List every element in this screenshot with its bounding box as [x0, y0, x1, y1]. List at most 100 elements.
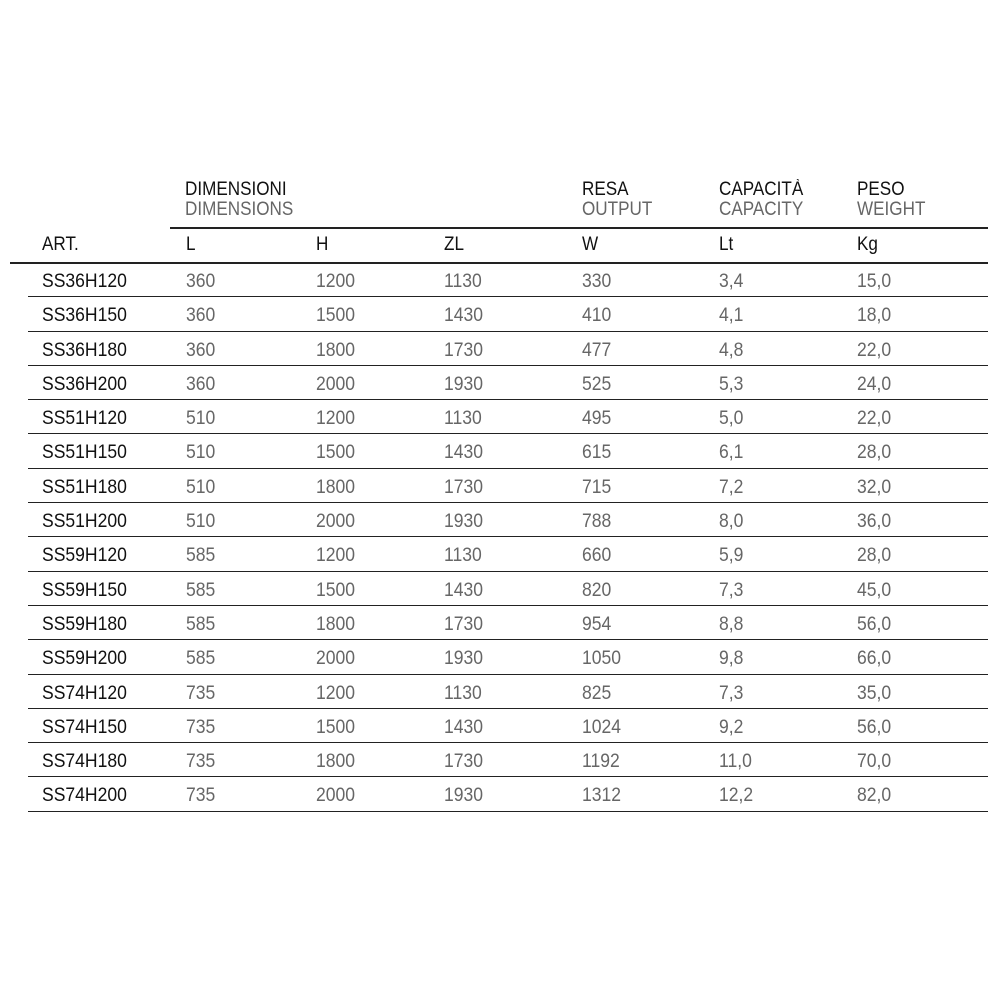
output-cell: 477 [582, 338, 612, 361]
header-subtitle: WEIGHT [857, 199, 926, 220]
article-cell: SS51H120 [42, 407, 127, 430]
header-dimensions: DIMENSIONI DIMENSIONS [185, 180, 293, 220]
weight-cell: 35,0 [857, 681, 892, 704]
zl-cell: 1130 [444, 544, 482, 567]
article-cell: SS74H200 [42, 784, 127, 807]
table-row: SS36H120 360 1200 1130 330 3,4 15,0 [28, 263, 988, 298]
output-cell: 1192 [582, 750, 620, 773]
weight-cell: 36,0 [857, 510, 892, 533]
header-title: DIMENSIONI [185, 179, 287, 200]
height-cell: 1200 [316, 681, 356, 704]
weight-cell: 24,0 [857, 372, 892, 395]
unit-w: W [582, 234, 599, 255]
zl-cell: 1130 [444, 407, 482, 430]
weight-cell: 32,0 [857, 475, 892, 498]
output-cell: 660 [582, 544, 612, 567]
header-capacity: CAPACITÀ CAPACITY [719, 180, 803, 220]
zl-cell: 1730 [444, 750, 484, 773]
unit-zl: ZL [444, 234, 464, 255]
weight-cell: 45,0 [857, 578, 892, 601]
article-cell: SS59H180 [42, 612, 127, 635]
output-cell: 410 [582, 304, 612, 327]
weight-cell: 22,0 [857, 407, 892, 430]
capacity-cell: 5,3 [719, 372, 744, 395]
output-cell: 825 [582, 681, 612, 704]
height-cell: 1800 [316, 475, 356, 498]
table-row: SS74H120 735 1200 1130 825 7,3 35,0 [28, 675, 988, 709]
zl-cell: 1130 [444, 681, 482, 704]
height-cell: 1200 [316, 544, 356, 567]
capacity-cell: 11,0 [719, 750, 752, 773]
article-cell: SS36H180 [42, 338, 127, 361]
output-cell: 820 [582, 578, 612, 601]
output-cell: 1024 [582, 715, 622, 738]
table-row: SS51H200 510 2000 1930 788 8,0 36,0 [28, 503, 988, 538]
weight-cell: 28,0 [857, 441, 892, 464]
table-row: SS36H200 360 2000 1930 525 5,3 24,0 [28, 366, 988, 401]
length-cell: 585 [186, 647, 216, 670]
capacity-cell: 7,2 [719, 475, 744, 498]
height-cell: 1500 [316, 304, 356, 327]
table-row: SS51H150 510 1500 1430 615 6,1 28,0 [28, 434, 988, 469]
weight-cell: 15,0 [857, 270, 892, 292]
output-cell: 495 [582, 407, 612, 430]
article-cell: SS36H200 [42, 372, 127, 395]
article-cell: SS51H200 [42, 510, 127, 533]
table-row: SS59H180 585 1800 1730 954 8,8 56,0 [28, 606, 988, 641]
capacity-cell: 3,4 [719, 270, 744, 292]
unit-h: H [316, 234, 329, 255]
length-cell: 585 [186, 544, 216, 567]
length-cell: 510 [186, 475, 216, 498]
capacity-cell: 7,3 [719, 578, 744, 601]
table-row: SS36H150 360 1500 1430 410 4,1 18,0 [28, 297, 988, 332]
article-cell: SS74H120 [42, 681, 127, 704]
output-cell: 1050 [582, 647, 622, 670]
weight-cell: 28,0 [857, 544, 892, 567]
height-cell: 1500 [316, 441, 356, 464]
output-cell: 615 [582, 441, 612, 464]
length-cell: 510 [186, 441, 216, 464]
length-cell: 360 [186, 304, 216, 327]
height-cell: 1200 [316, 270, 356, 292]
table-row: SS59H200 585 2000 1930 1050 9,8 66,0 [28, 640, 988, 675]
article-cell: SS51H150 [42, 441, 127, 464]
capacity-cell: 5,9 [719, 544, 744, 567]
zl-cell: 1930 [444, 647, 484, 670]
length-cell: 360 [186, 338, 216, 361]
length-cell: 360 [186, 372, 216, 395]
zl-cell: 1430 [444, 304, 484, 327]
length-cell: 585 [186, 578, 216, 601]
header-title: CAPACITÀ [719, 179, 804, 200]
units-divider [10, 262, 988, 264]
height-cell: 2000 [316, 647, 356, 670]
capacity-cell: 12,2 [719, 784, 754, 807]
article-cell: SS51H180 [42, 475, 127, 498]
weight-cell: 66,0 [857, 647, 892, 670]
table-row: SS59H150 585 1500 1430 820 7,3 45,0 [28, 572, 988, 606]
length-cell: 735 [186, 750, 216, 773]
height-cell: 1800 [316, 612, 356, 635]
capacity-cell: 4,1 [719, 304, 744, 327]
zl-cell: 1430 [444, 715, 484, 738]
table-row: SS59H120 585 1200 1130 660 5,9 28,0 [28, 537, 988, 572]
weight-cell: 82,0 [857, 784, 892, 807]
height-cell: 1800 [316, 750, 356, 773]
length-cell: 735 [186, 681, 216, 704]
length-cell: 510 [186, 510, 216, 533]
article-cell: SS74H180 [42, 750, 127, 773]
zl-cell: 1730 [444, 338, 484, 361]
zl-cell: 1930 [444, 372, 484, 395]
header-divider [170, 227, 988, 229]
height-cell: 1800 [316, 338, 356, 361]
zl-cell: 1930 [444, 510, 484, 533]
height-cell: 2000 [316, 372, 356, 395]
zl-cell: 1930 [444, 784, 484, 807]
output-cell: 525 [582, 372, 612, 395]
unit-l: L [186, 234, 196, 255]
table-row: SS51H120 510 1200 1130 495 5,0 22,0 [28, 400, 988, 435]
weight-cell: 56,0 [857, 612, 892, 635]
zl-cell: 1730 [444, 612, 484, 635]
output-cell: 715 [582, 475, 612, 498]
weight-cell: 22,0 [857, 338, 892, 361]
weight-cell: 18,0 [857, 304, 892, 327]
